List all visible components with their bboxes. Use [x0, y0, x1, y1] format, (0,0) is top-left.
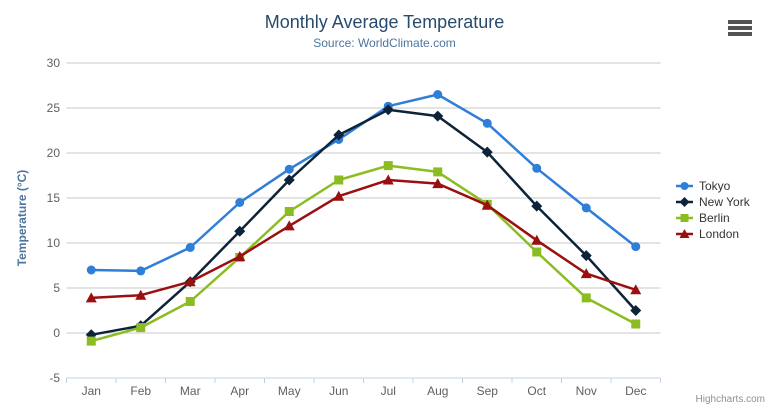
context-menu-button[interactable]	[727, 19, 753, 37]
y-axis-label: 15	[47, 191, 61, 205]
series-line-berlin	[90, 164, 637, 343]
x-axis-label: Dec	[625, 384, 646, 398]
legend-marker-new-york	[679, 197, 690, 207]
point-marker-berlin	[383, 161, 393, 171]
chart-title: Monthly Average Temperature	[264, 12, 505, 32]
x-axis-label: Sep	[477, 384, 499, 398]
legend-item-tokyo[interactable]: Tokyo	[676, 178, 750, 194]
circle-legend-icon	[676, 182, 693, 190]
point-marker-london	[333, 190, 345, 201]
point-marker-london	[135, 289, 147, 300]
y-axis-label: 5	[53, 281, 60, 295]
point-marker-london	[481, 199, 493, 210]
point-marker-tokyo	[235, 198, 245, 207]
point-marker-berlin	[284, 207, 294, 216]
legend-label: Berlin	[699, 211, 730, 225]
series-line-tokyo	[90, 93, 637, 273]
point-marker-tokyo	[136, 266, 146, 276]
point-marker-berlin	[581, 293, 591, 303]
x-axis-label: Apr	[230, 384, 249, 398]
legend-label: Tokyo	[699, 179, 731, 193]
y-axis-label: 10	[47, 236, 61, 250]
point-marker-london	[630, 284, 642, 295]
point-marker-london	[283, 220, 295, 231]
legend-label: London	[699, 227, 740, 241]
y-axis-label: -5	[49, 371, 60, 385]
y-axis-label: 20	[47, 146, 61, 160]
point-marker-new-york	[234, 225, 246, 237]
square-legend-icon	[676, 214, 693, 222]
point-marker-tokyo	[532, 163, 542, 173]
point-marker-berlin	[334, 175, 344, 185]
series-tokyo[interactable]	[86, 90, 641, 276]
point-marker-london	[432, 178, 444, 189]
y-axis-label: 25	[47, 101, 61, 115]
point-marker-new-york	[382, 104, 394, 116]
point-marker-new-york	[283, 174, 295, 186]
point-marker-london	[580, 268, 592, 279]
legend: Tokyo New York Berlin London	[676, 178, 750, 242]
point-marker-tokyo	[284, 164, 294, 174]
point-marker-london	[531, 234, 543, 245]
point-marker-berlin	[631, 319, 641, 329]
point-marker-berlin	[532, 247, 542, 257]
point-marker-new-york	[531, 200, 543, 212]
point-marker-berlin	[86, 336, 96, 346]
series-london[interactable]	[85, 174, 642, 303]
x-axis-label: Jan	[82, 384, 101, 398]
x-axis-label: Mar	[180, 384, 201, 398]
hamburger-bar	[728, 32, 752, 36]
hamburger-bar	[728, 26, 752, 30]
point-marker-tokyo	[185, 243, 195, 252]
point-marker-london	[85, 292, 97, 303]
legend-item-berlin[interactable]: Berlin	[676, 210, 750, 226]
point-marker-tokyo	[631, 242, 641, 252]
legend-marker-berlin	[680, 214, 689, 222]
legend-marker-london	[679, 229, 690, 238]
x-axis-label: Aug	[427, 384, 448, 398]
point-marker-tokyo	[86, 265, 96, 275]
x-axis-label: Jul	[381, 384, 396, 398]
series-line-new-york	[90, 108, 637, 337]
point-marker-new-york	[630, 305, 642, 316]
y-axis-label: 0	[53, 326, 60, 340]
x-axis-label: Nov	[576, 384, 597, 398]
x-axis-label: Oct	[527, 384, 546, 398]
legend-item-london[interactable]: London	[676, 226, 750, 242]
series-line-london	[90, 178, 637, 300]
point-marker-new-york	[481, 146, 493, 158]
diamond-legend-icon	[676, 197, 693, 207]
point-marker-berlin	[433, 167, 443, 177]
series-new-york[interactable]	[85, 104, 642, 341]
hamburger-icon	[728, 20, 752, 36]
point-marker-tokyo	[433, 90, 443, 99]
x-axis-label: May	[278, 384, 301, 398]
triangle-legend-icon	[676, 229, 693, 238]
hamburger-bar	[728, 20, 752, 24]
legend-item-new-york[interactable]: New York	[676, 194, 750, 210]
point-marker-tokyo	[581, 203, 591, 213]
point-marker-london	[234, 251, 246, 261]
point-marker-new-york	[333, 129, 345, 141]
point-marker-london	[184, 276, 196, 287]
credits-link[interactable]: Highcharts.com	[695, 394, 765, 405]
point-marker-london	[382, 174, 394, 185]
legend-marker-tokyo	[680, 182, 689, 190]
x-axis-label: Jun	[329, 384, 348, 398]
legend-label: New York	[699, 195, 750, 209]
point-marker-berlin	[185, 297, 195, 306]
point-marker-tokyo	[482, 118, 492, 128]
point-marker-new-york	[580, 250, 592, 262]
point-marker-new-york	[432, 110, 444, 122]
y-axis-label: 30	[47, 56, 61, 70]
x-axis-label: Feb	[130, 384, 151, 398]
y-axis-title: Temperature (°C)	[15, 169, 29, 267]
chart-subtitle: Source: WorldClimate.com	[313, 36, 456, 50]
point-marker-berlin	[136, 323, 146, 333]
